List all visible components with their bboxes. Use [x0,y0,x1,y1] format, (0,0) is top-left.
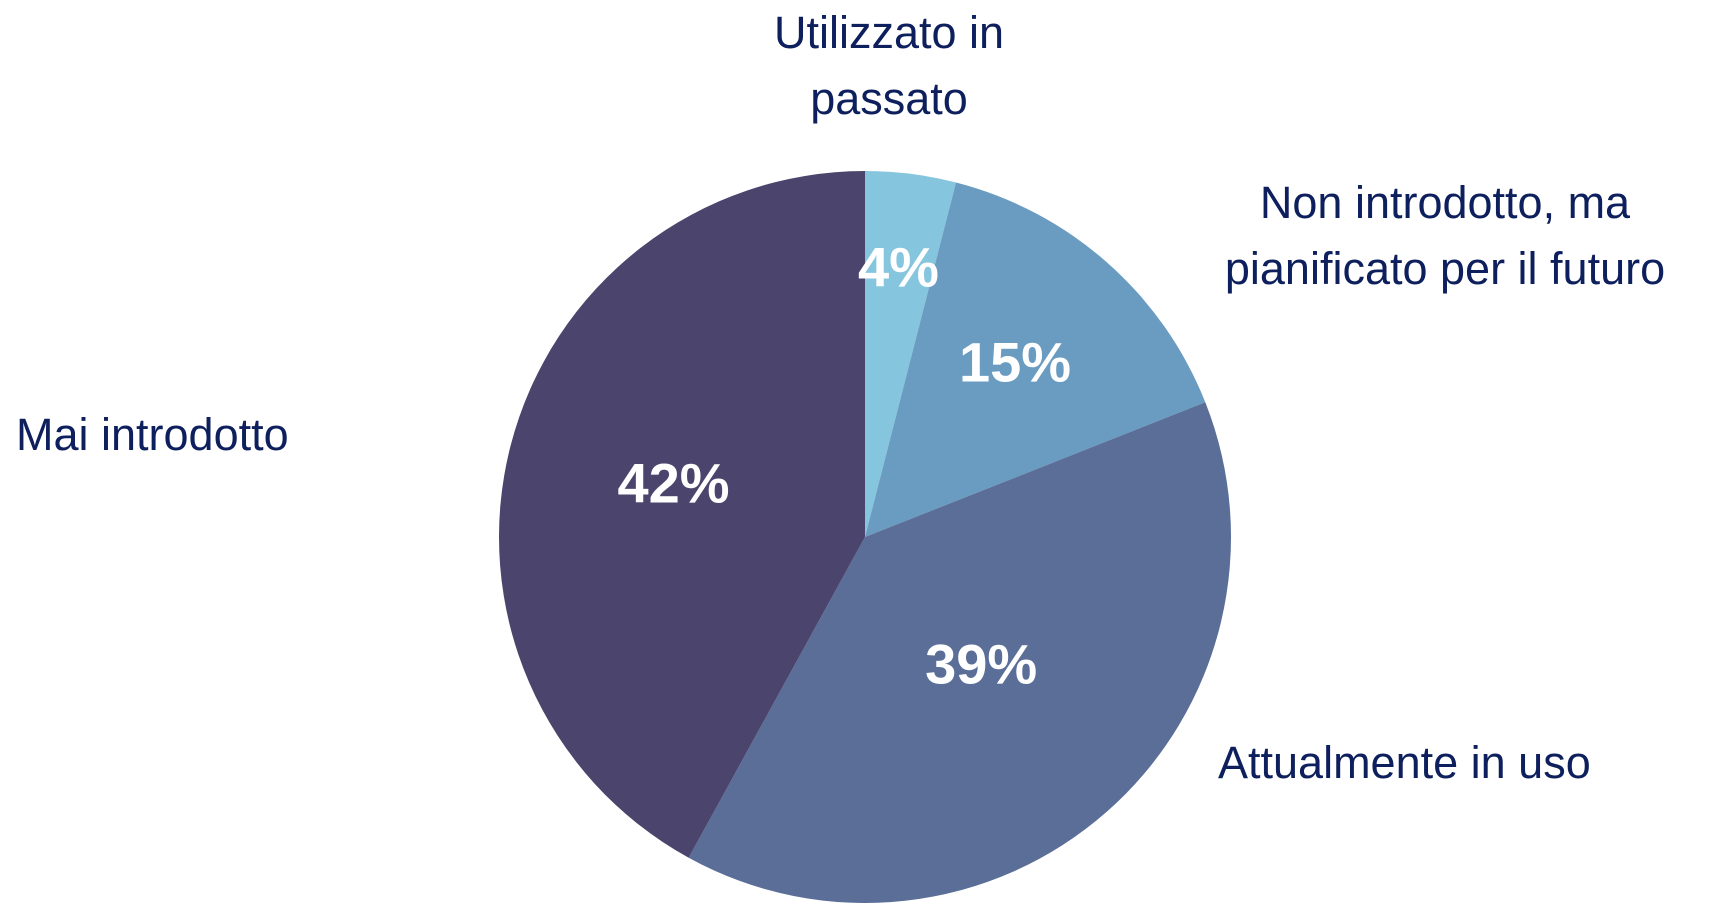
category-label: Utilizzato in passato [773,7,1005,124]
value-label: 39% [925,633,1037,696]
pie-slice [865,171,957,537]
value-label: 15% [959,331,1071,394]
pie-slice [688,402,1232,904]
pie-slice [865,182,1206,537]
value-label: 42% [618,452,730,515]
pie-slice [499,171,865,858]
category-label: Non introdotto, ma pianificato per il fu… [1224,177,1666,294]
category-label: Mai introdotto [16,409,289,460]
category-label: Attualmente in uso [1218,737,1591,788]
value-label: 4% [858,236,939,299]
